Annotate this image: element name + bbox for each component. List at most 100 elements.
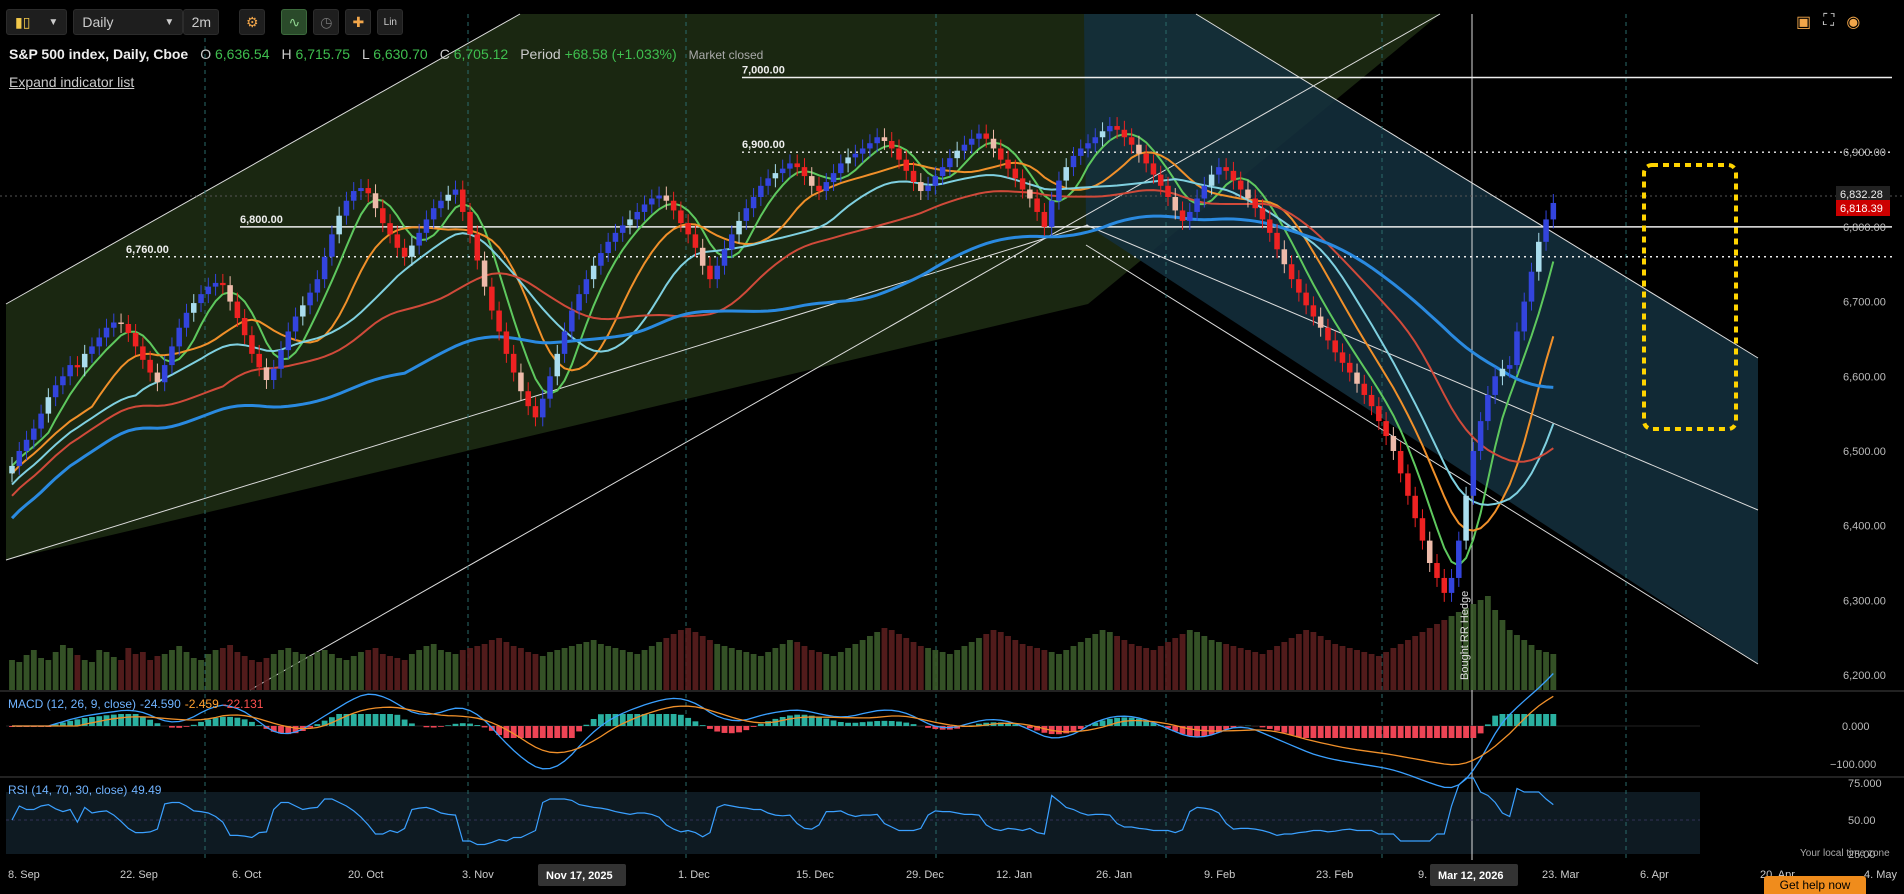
x-tick-label: 15. Dec — [796, 869, 834, 881]
volume-bar — [31, 650, 37, 690]
rsi-band — [6, 792, 1700, 854]
candle-body — [24, 440, 30, 451]
volume-bar — [453, 654, 459, 690]
candle-body — [1383, 421, 1389, 436]
candle-body — [533, 406, 539, 417]
chart-type-button[interactable]: ▮▯ ▼ — [6, 9, 67, 35]
candle-body — [634, 212, 640, 219]
candle-body — [969, 139, 975, 145]
candle-body — [903, 160, 909, 171]
indicators-button[interactable]: ∿ — [281, 9, 307, 35]
candle-body — [286, 331, 292, 350]
candle-body — [1521, 302, 1527, 332]
candle-body — [947, 158, 953, 167]
macd-histogram-bar — [1267, 726, 1273, 729]
candle-body — [707, 266, 713, 279]
volume-bar — [329, 654, 335, 690]
volume-bar — [1485, 596, 1491, 690]
volume-bar — [969, 642, 975, 690]
candle-body — [1252, 198, 1258, 208]
candle-body — [1122, 130, 1128, 137]
volume-bar — [154, 656, 160, 690]
candle-body — [329, 234, 335, 256]
y-tick-label: 6,500.00 — [1843, 446, 1886, 458]
y-tick-label: 6,700.00 — [1843, 297, 1886, 309]
volume-bar — [82, 660, 88, 690]
macd-histogram-bar — [562, 726, 568, 738]
candle-body — [1267, 219, 1273, 232]
macd-histogram-bar — [1456, 726, 1462, 738]
snapshot-icon[interactable]: ◉ — [1846, 12, 1860, 32]
volume-bar — [693, 632, 699, 690]
candle-body — [1492, 376, 1498, 395]
volume-bar — [874, 632, 880, 690]
candle-body — [1056, 181, 1062, 201]
volume-bar — [409, 654, 415, 690]
macd-histogram-bar — [431, 726, 437, 728]
volume-bar — [96, 650, 102, 690]
macd-histogram-bar — [671, 714, 677, 726]
volume-bar — [1238, 648, 1244, 690]
macd-histogram-bar — [823, 719, 829, 726]
candle-body — [380, 208, 386, 223]
candle-body — [1071, 156, 1077, 167]
settings-button[interactable]: ⚙ — [239, 9, 265, 35]
volume-bar — [1172, 638, 1178, 690]
volume-bar — [53, 652, 59, 690]
macd-histogram-bar — [1369, 726, 1375, 738]
x-tick-label: 9. — [1418, 869, 1427, 881]
volume-bar — [125, 648, 131, 690]
macd-histogram-bar — [1434, 726, 1440, 738]
volume-bar — [1390, 648, 1396, 690]
clock-button[interactable]: ◷ — [313, 9, 339, 35]
fullscreen-icon[interactable]: ⛶ — [1823, 12, 1834, 32]
local-time-label: Your local time zone — [1800, 848, 1890, 859]
candle-body — [1332, 340, 1338, 352]
macd-histogram-bar — [365, 714, 371, 726]
macd-histogram-bar — [1136, 719, 1142, 726]
volume-bar — [293, 652, 299, 690]
get-help-button[interactable]: Get help now — [1764, 876, 1866, 894]
macd-histogram-bar — [1281, 726, 1287, 733]
macd-histogram-bar — [1412, 726, 1418, 738]
scale-lin-button[interactable]: Lin — [377, 9, 403, 35]
close-label: C — [440, 46, 450, 62]
volume-bar — [16, 662, 22, 690]
macd-histogram-bar — [409, 723, 415, 726]
volume-bar — [387, 656, 393, 690]
volume-bar — [1136, 646, 1142, 690]
interval-select[interactable]: Daily ▼ — [73, 9, 183, 35]
candle-body — [1151, 163, 1157, 174]
volume-bar — [1536, 650, 1542, 690]
expand-indicator-link[interactable]: Expand indicator list — [9, 74, 134, 90]
candle-body — [198, 294, 204, 303]
volume-bar — [1092, 634, 1098, 690]
macd-histogram-bar — [460, 723, 466, 726]
volume-bar — [1121, 640, 1127, 690]
volume-bar — [234, 652, 240, 690]
macd-value: -24.590 — [140, 697, 181, 711]
macd-histogram-bar — [787, 715, 793, 726]
macd-histogram-bar — [1449, 726, 1455, 738]
close-value: 6,705.12 — [454, 46, 509, 62]
macd-histogram-bar — [147, 720, 153, 726]
volume-bar — [758, 656, 764, 690]
camera-icon[interactable]: ▣ — [1796, 12, 1811, 32]
macd-histogram-bar — [1420, 726, 1426, 738]
volume-bar — [1100, 630, 1106, 690]
volume-bar — [802, 646, 808, 690]
candle-body — [1442, 578, 1448, 593]
candle-body — [358, 188, 364, 191]
candle-body — [1478, 421, 1484, 451]
timeframe-button[interactable]: 2m — [183, 9, 219, 35]
candle-body — [1398, 451, 1404, 473]
volume-bar — [1034, 648, 1040, 690]
volume-bar — [918, 646, 924, 690]
volume-bar — [1529, 645, 1535, 690]
volume-bar — [976, 638, 982, 690]
macd-histogram-bar — [693, 721, 699, 726]
crosshair-button[interactable]: ✚ — [345, 9, 371, 35]
candle-body — [911, 171, 917, 182]
candle-body — [700, 248, 706, 266]
